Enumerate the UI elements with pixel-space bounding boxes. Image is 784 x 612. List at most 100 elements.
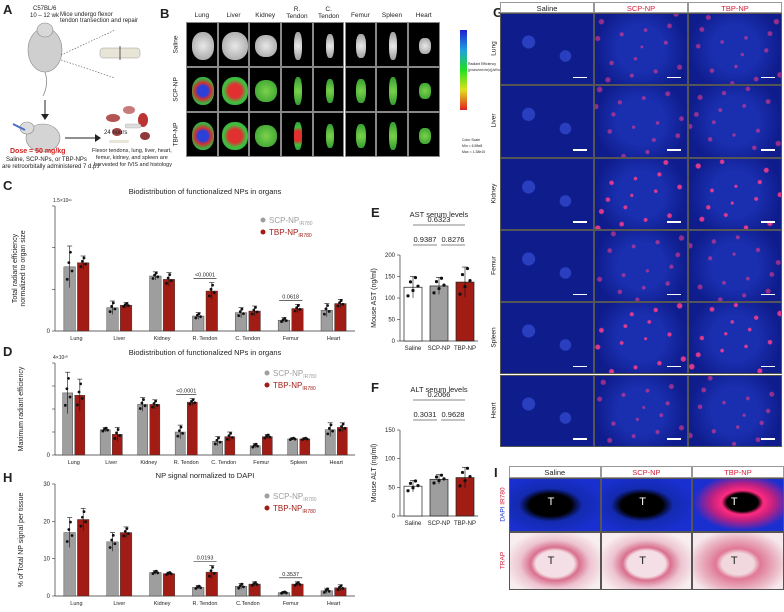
data-point xyxy=(122,305,126,309)
trap-image-cell: T xyxy=(692,532,784,590)
data-point xyxy=(69,520,72,524)
data-point xyxy=(151,405,154,409)
data-point xyxy=(218,440,222,444)
ivis-group-label: SCP-NP xyxy=(172,76,180,102)
ivis-image-cell xyxy=(407,112,440,157)
data-point xyxy=(215,438,219,442)
data-point xyxy=(322,312,326,316)
ivis-signal-blob xyxy=(293,121,302,150)
fluorescence-image-cell: T xyxy=(509,478,601,532)
color-scale-text: Min = 6.58e8 xyxy=(462,144,483,148)
data-point xyxy=(326,304,329,307)
admin-text-line2: are retroorbitally administered 7 d.p.i xyxy=(2,164,100,170)
data-point xyxy=(177,429,181,433)
data-point xyxy=(411,486,415,490)
data-point xyxy=(113,307,117,311)
data-point xyxy=(211,283,214,287)
ivis-organ-header: Heart xyxy=(415,12,432,19)
data-point xyxy=(118,434,122,438)
ivis-signal-blob xyxy=(255,124,278,147)
ivis-image-cell xyxy=(344,22,377,67)
data-point xyxy=(70,269,74,273)
data-point xyxy=(108,546,112,549)
panel-letter-i: I xyxy=(494,465,498,480)
data-point xyxy=(327,310,331,313)
p-value-label: <0.0001 xyxy=(195,273,215,279)
legend-marker xyxy=(264,370,270,376)
data-point xyxy=(458,484,462,488)
histology-image-cell xyxy=(594,229,688,303)
data-point xyxy=(437,286,441,291)
chart-title: Biodistribution of functionalized NPs in… xyxy=(129,348,282,357)
data-point xyxy=(284,319,288,323)
legend-label: TBP-NPIR780 xyxy=(273,381,316,392)
ivis-signal-blob xyxy=(255,79,278,102)
data-point xyxy=(413,275,418,280)
trap-image-cell: T xyxy=(509,532,601,590)
data-point xyxy=(465,466,470,470)
data-point xyxy=(229,431,233,435)
y-axis-label: % of Total NP signal per tissue xyxy=(18,493,25,588)
y-tick-label: 20 xyxy=(43,519,50,525)
tendon-label: T xyxy=(639,495,646,508)
panel-letter-h: H xyxy=(3,470,13,485)
data-point xyxy=(416,284,420,288)
ivis-signal-blob xyxy=(293,31,302,60)
data-point xyxy=(67,528,71,531)
data-point xyxy=(67,377,70,380)
y-tick-label: 0 xyxy=(392,339,396,345)
ivis-signal-blob xyxy=(293,76,302,105)
data-point xyxy=(155,403,159,407)
x-tick-label: R. Tendon xyxy=(193,601,218,607)
bar xyxy=(162,279,175,332)
p-value-label: 0.9387 xyxy=(414,235,437,244)
data-point xyxy=(463,285,467,289)
ivis-image-cell xyxy=(186,67,218,112)
surgery-text-line1: Mice undergo flexor xyxy=(60,12,113,18)
data-point xyxy=(408,280,413,284)
bar xyxy=(149,275,162,332)
x-tick-label: TBP-NP xyxy=(454,346,476,352)
data-point xyxy=(340,425,343,428)
data-point xyxy=(327,589,331,593)
data-point xyxy=(67,261,71,265)
data-point xyxy=(465,266,470,271)
ivis-group-label: Saline xyxy=(172,34,180,54)
data-point xyxy=(343,426,347,430)
data-point xyxy=(142,398,145,401)
panel-i-column-header: SCP-NP xyxy=(600,466,693,478)
data-point xyxy=(176,434,180,438)
data-point xyxy=(341,302,345,306)
data-point xyxy=(406,489,410,493)
data-point xyxy=(240,582,244,586)
data-point xyxy=(207,294,211,298)
data-point xyxy=(70,534,74,537)
data-point xyxy=(80,397,84,400)
x-tick-label: Spleen xyxy=(290,460,307,466)
y-tick-label: 100 xyxy=(385,457,396,463)
p-value-label: 0.9628 xyxy=(442,410,465,419)
ivis-image-cell xyxy=(376,67,408,112)
histology-row-label: Liver xyxy=(490,113,498,128)
data-point xyxy=(110,304,114,308)
data-point xyxy=(280,320,283,324)
ivis-image-cell xyxy=(281,22,313,67)
x-tick-label: Femur xyxy=(253,460,269,466)
x-tick-label: Femur xyxy=(283,601,299,607)
bar xyxy=(162,573,175,597)
legend-marker xyxy=(264,505,270,511)
tendon-label: T xyxy=(730,495,738,508)
data-point xyxy=(79,524,83,528)
p-value-label: 0.8276 xyxy=(442,235,465,244)
legend-label: SCP-NPIR780 xyxy=(273,369,317,380)
dapi-label: DAPI xyxy=(499,506,507,522)
chart-title: AST serum levels xyxy=(410,210,469,219)
data-point xyxy=(439,276,444,280)
chart-f: ALT serum levels 0 50 100 150 Mouse ALT (ng/m… xyxy=(371,385,478,527)
y-tick-label: 50 xyxy=(388,318,395,324)
data-point xyxy=(255,310,259,314)
data-point xyxy=(113,542,117,546)
y-tick-label: 10 xyxy=(43,557,50,563)
panel-letter-a: A xyxy=(3,2,13,17)
data-point xyxy=(77,390,81,394)
